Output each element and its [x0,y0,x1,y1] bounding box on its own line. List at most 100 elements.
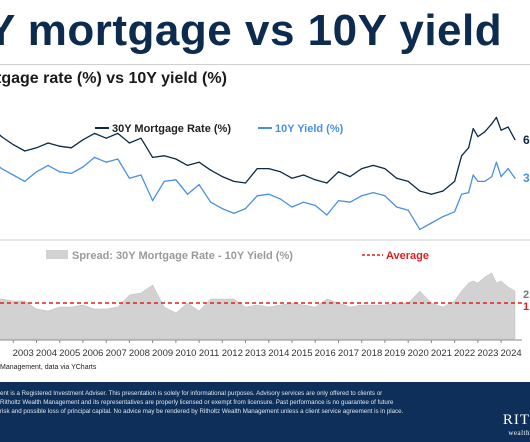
yield-point [279,198,281,200]
yield-point [117,158,119,160]
mortgage-point [268,168,270,170]
mortgage-point [507,126,509,128]
yield-point [472,174,474,176]
mortgage-point [59,145,61,147]
yield-point [500,176,502,178]
mortgage-point [291,177,293,179]
mortgage-point [472,128,474,130]
x-axis: 2003 2004 2005 2006 2007 2008 2009 2010 2011 2012… [0,339,522,359]
yield-point [491,176,493,178]
x-tick-label: 2007 [106,348,127,359]
yield-point [35,171,38,173]
mortgage-point [198,161,200,163]
yield-point [461,193,463,195]
yield-point [514,177,516,179]
mortgage-point [491,123,493,125]
yield-point [268,193,270,195]
rates-plot: 63 [0,116,530,231]
mortgage-point [175,158,177,160]
yield-point [430,222,432,224]
yield-point [221,208,223,210]
yield-point [384,195,386,197]
chart-subtitle: tgage rate (%) vs 10Y yield (%) [0,70,227,87]
yield-point [349,201,351,203]
legend-swatch [46,250,68,259]
x-tick-label: 2022 [454,348,475,359]
x-tick-label: 2016 [315,348,336,359]
yield-point [105,161,107,163]
yield-point [1,168,3,170]
x-tick-label: 2018 [361,348,382,359]
mortgage-point [12,144,14,146]
chart-svg: 30Y Mortgage Rate (%) 10Y Yield (%) 63 Sp… [0,116,530,359]
mortgage-point [152,156,154,158]
yield-point [303,201,305,203]
yield-point [291,206,293,208]
spread-plot: 21 [0,272,529,340]
yield-point [419,228,421,230]
mortgage-point [186,164,189,166]
mortgage-point [93,132,96,134]
yield-point [140,174,142,176]
yield-point [507,168,509,170]
mortgage-point [82,139,84,141]
mortgage-point [349,176,351,178]
x-tick-label: 2005 [59,348,80,359]
yield-point [468,192,470,194]
footer-disclaimer-bar: ent is a Registered Investment Adviser. … [0,382,530,442]
legend-label: Average [386,250,429,262]
end-value-label: 1 [523,301,529,313]
yield-point [396,206,398,208]
mortgage-point [24,150,26,152]
yield-point [442,216,444,218]
chart-title: Y mortgage vs 10Y yield [0,6,503,55]
yield-point [175,179,177,181]
mortgage-point [337,171,340,173]
mortgage-point [128,142,130,144]
end-value-label: 6 [523,133,530,147]
x-tick-label: 2020 [408,348,429,359]
mortgage-point [484,131,486,133]
yield-point [484,180,486,182]
yield-point [314,204,316,206]
disclaimer-line: ent is a Registered Investment Adviser. … [0,390,383,397]
disclaimer-line: risk and possible loss of principal capi… [0,408,404,415]
yield-point [372,192,374,194]
yield-point [24,180,26,182]
yield-point [152,200,154,202]
yield-point [59,171,61,173]
spread-area [0,272,516,340]
mortgage-point [210,169,212,171]
yield-point [454,211,456,213]
x-tick-label: 2012 [222,348,243,359]
x-tick-label: 2013 [245,348,266,359]
yield-point [407,209,409,211]
end-value-label: 3 [523,171,530,185]
mortgage-point [477,136,479,138]
yield-point [198,184,200,186]
x-tick-label: 2010 [175,348,196,359]
mortgage-point [244,182,247,184]
mortgage-point [35,147,38,149]
mortgage-point [140,137,142,139]
yield-point [210,201,212,203]
yield-point [256,195,258,197]
legend-label: Spread: 30Y Mortgage Rate - 10Y Yield (%… [72,250,293,262]
mortgage-point [514,139,516,141]
x-tick-label: 2019 [384,348,405,359]
mortgage-point [233,180,235,182]
x-tick-label: 2023 [477,348,498,359]
x-tick-label: 2024 [501,348,522,359]
x-tick-label: 2003 [13,348,34,359]
mortgage-point [163,155,165,157]
logo-subtext: wealth [508,429,530,437]
legend-label: 10Y Yield (%) [275,123,344,135]
yield-point [326,214,328,216]
logo-wordmark: RIT [502,412,530,428]
mortgage-point [70,147,72,149]
mortgage-point [430,193,432,195]
source-note: Management, data via YCharts [0,364,97,371]
mortgage-point [461,155,463,157]
x-tick-label: 2015 [291,348,312,359]
end-value-label: 2 [523,289,529,301]
